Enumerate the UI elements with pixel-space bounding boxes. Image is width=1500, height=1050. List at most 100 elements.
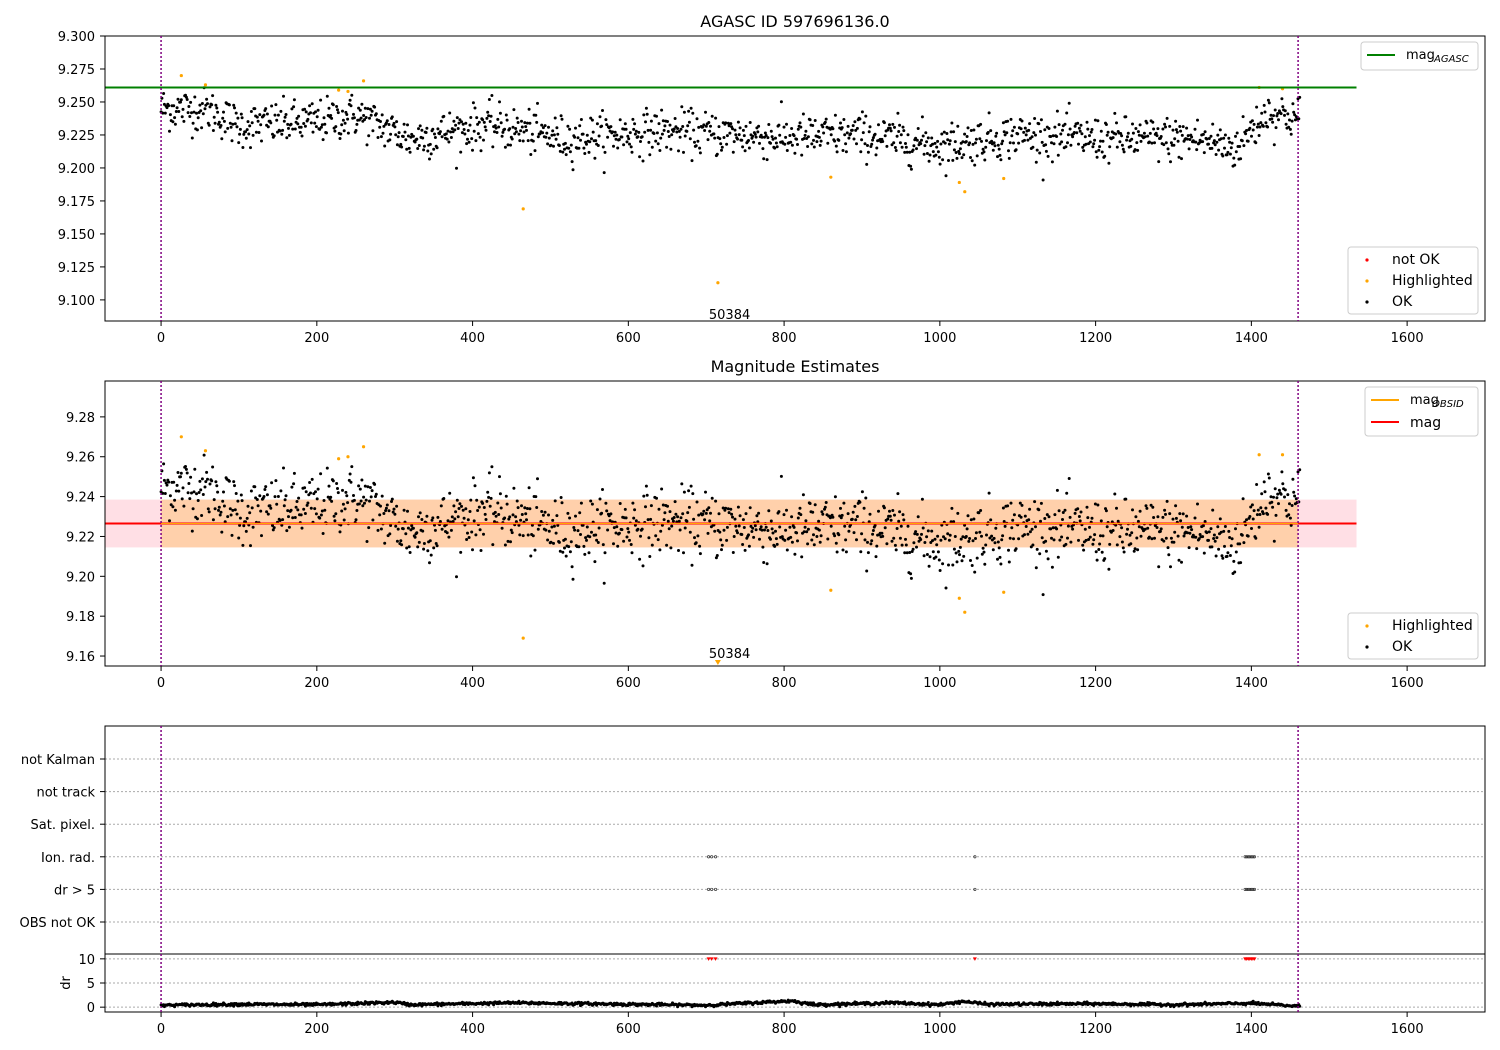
ok-point [632,516,636,520]
ok-point [841,548,845,552]
ok-point [359,499,363,503]
ok-point [1221,154,1225,158]
ok-point [862,506,866,510]
ok-point [639,140,642,143]
x-tick-label: 0 [157,676,165,691]
ok-point [498,111,502,115]
flag-point [973,887,977,891]
ok-point [1030,527,1034,531]
ok-point [281,128,285,132]
offscale-marker [714,660,721,666]
ok-point [660,132,664,136]
ok-point [1082,548,1086,552]
ok-point [695,117,699,121]
ok-point [514,127,518,130]
ok-point [893,513,896,517]
ok-point [984,543,988,547]
ok-point [512,486,516,490]
legend-label-not-ok: not OK [1392,252,1440,268]
ok-point [478,135,482,139]
ok-point [383,144,387,148]
ok-point [736,120,740,124]
ok-point [1211,508,1215,512]
ok-point [534,113,538,117]
ok-point [570,160,574,164]
ok-point [211,518,215,522]
ok-point [330,499,334,503]
ok-point [504,494,508,498]
ok-point [721,506,725,510]
ok-point [796,143,799,146]
ok-point [254,130,258,134]
ok-point [710,496,714,500]
ok-point [1033,500,1037,504]
ok-point [1240,533,1244,537]
ok-point [1044,549,1048,553]
ok-point [457,121,461,125]
ok-point [1174,119,1178,123]
ok-point [563,141,567,145]
ok-point [250,506,254,510]
ok-point [547,529,551,533]
ok-point [431,516,435,520]
ok-point [222,504,226,508]
ok-point [505,502,509,506]
ok-point [757,511,761,515]
ok-point [715,554,719,557]
ok-point [1229,544,1233,548]
ok-point [331,103,335,107]
ok-point [1258,513,1262,516]
ok-point [1035,148,1039,152]
ok-point [696,534,700,538]
ok-point [1130,137,1134,141]
ok-point [997,546,1001,550]
ok-point [1219,530,1223,534]
ok-point [303,107,307,111]
ok-point [490,94,494,97]
ok-point [904,543,908,547]
ok-point [813,119,817,122]
ok-point [603,150,607,154]
ok-point [638,155,642,159]
ok-point [609,125,613,129]
ok-point [340,123,344,127]
ok-point [552,144,555,148]
ok-point [799,125,803,129]
ok-point [466,129,470,132]
ok-point [176,471,180,474]
ok-point [812,533,815,537]
ok-point [955,560,959,564]
ok-point [1272,495,1275,499]
ok-point [612,134,616,138]
ok-point [326,495,330,499]
ok-point [244,136,248,140]
ok-point [314,125,318,129]
ok-point [249,146,252,150]
ok-point [226,515,230,519]
ok-point [578,124,582,128]
ok-point [385,503,389,507]
ok-point [373,105,377,109]
ok-point [219,510,223,514]
ok-point [685,129,689,133]
ok-point [379,120,382,123]
row-label: dr > 5 [54,883,95,898]
ok-point [196,499,200,502]
ok-point [270,481,274,485]
ok-point [1193,516,1197,520]
ok-point [273,495,277,499]
ok-point [771,137,775,141]
ok-point [213,507,217,511]
ok-point [519,518,523,522]
ok-point [1150,537,1154,541]
ok-point [1250,503,1254,507]
ok-point [815,535,819,538]
ok-point [952,547,956,551]
ok-point [468,510,472,513]
ok-point [1136,148,1140,152]
ok-point [925,140,929,144]
ok-point [714,499,718,503]
legend-label-mag-obsid: mag [1410,393,1439,408]
ok-point [798,121,802,125]
